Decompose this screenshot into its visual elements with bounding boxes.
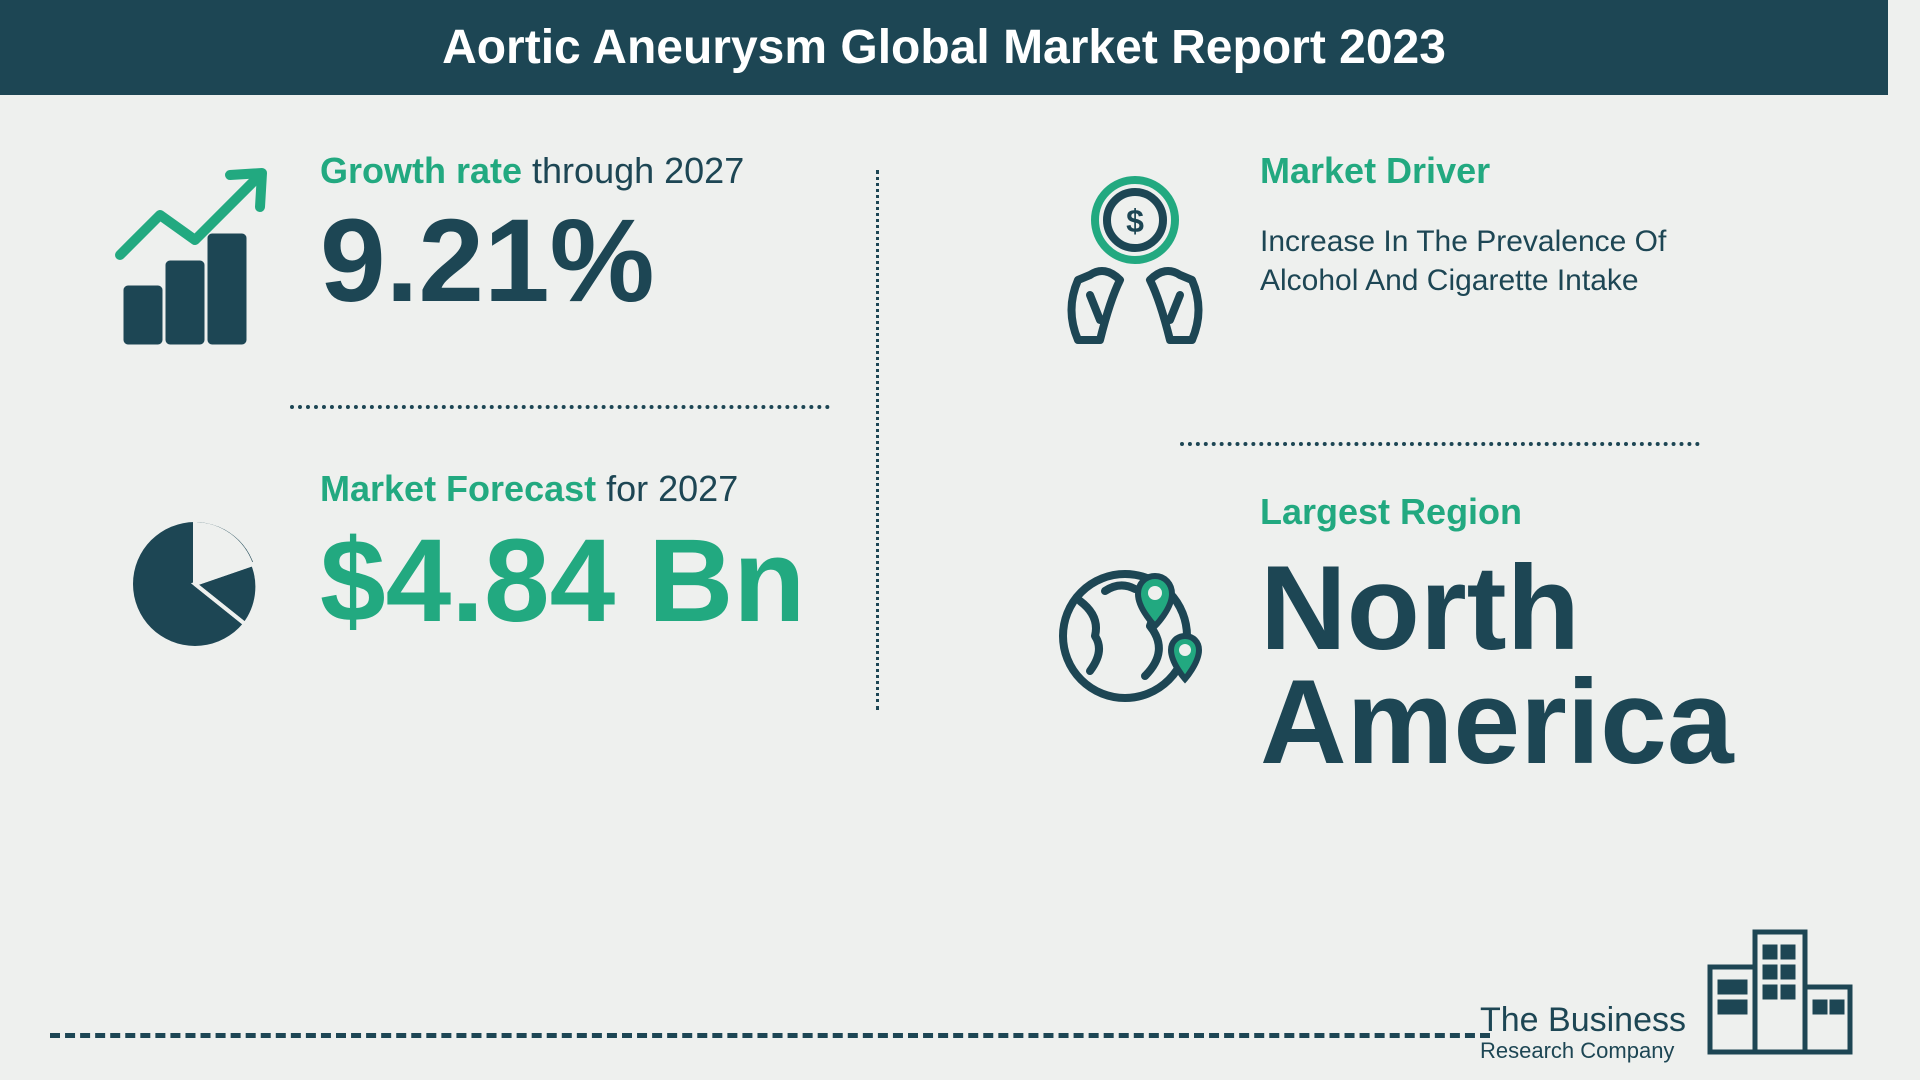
region-section: Largest Region North America bbox=[1050, 491, 1920, 779]
growth-text-block: Growth rate through 2027 9.21% bbox=[320, 150, 960, 320]
forecast-text-block: Market Forecast for 2027 $4.84 Bn bbox=[320, 468, 960, 640]
growth-label-bold: Growth rate bbox=[320, 150, 522, 191]
growth-value: 9.21% bbox=[320, 202, 960, 320]
company-line2: Research Company bbox=[1480, 1039, 1686, 1062]
left-divider bbox=[290, 405, 830, 409]
growth-label-rest: through 2027 bbox=[522, 150, 744, 191]
forecast-label: Market Forecast for 2027 bbox=[320, 468, 960, 510]
header-bar: Aortic Aneurysm Global Market Report 202… bbox=[0, 0, 1888, 95]
vertical-divider bbox=[876, 170, 879, 710]
company-line1: The Business bbox=[1480, 1003, 1686, 1039]
bottom-dashed-line bbox=[50, 1033, 1490, 1038]
region-value: North America bbox=[1260, 551, 1920, 779]
driver-text: Increase In The Prevalence Of Alcohol An… bbox=[1260, 222, 1740, 300]
company-name: The Business Research Company bbox=[1480, 1003, 1686, 1062]
region-label: Largest Region bbox=[1260, 491, 1920, 533]
header-title: Aortic Aneurysm Global Market Report 202… bbox=[442, 20, 1446, 75]
driver-text-block: Market Driver Increase In The Prevalence… bbox=[1260, 150, 1920, 300]
company-logo: The Business Research Company bbox=[1480, 912, 1860, 1062]
forecast-value: $4.84 Bn bbox=[320, 522, 960, 640]
growth-label: Growth rate through 2027 bbox=[320, 150, 960, 192]
svg-text:$: $ bbox=[1126, 203, 1144, 239]
driver-label: Market Driver bbox=[1260, 150, 1920, 192]
left-column: Growth rate through 2027 9.21% bbox=[0, 150, 960, 910]
globe-pins-icon bbox=[1050, 491, 1220, 721]
content-area: Growth rate through 2027 9.21% bbox=[0, 150, 1920, 910]
growth-chart-icon bbox=[110, 150, 280, 350]
right-divider bbox=[1180, 442, 1700, 446]
forecast-label-rest: for 2027 bbox=[596, 468, 738, 509]
driver-section: $ Market Driver Increase In The Prevalen… bbox=[1050, 150, 1920, 360]
forecast-label-bold: Market Forecast bbox=[320, 468, 596, 509]
growth-section: Growth rate through 2027 9.21% bbox=[110, 150, 960, 350]
forecast-section: Market Forecast for 2027 $4.84 Bn bbox=[110, 454, 960, 654]
pie-chart-icon bbox=[110, 454, 280, 654]
right-column: $ Market Driver Increase In The Prevalen… bbox=[960, 150, 1920, 910]
hands-coin-icon: $ bbox=[1050, 150, 1220, 360]
region-text-block: Largest Region North America bbox=[1260, 491, 1920, 779]
company-buildings-icon bbox=[1700, 912, 1860, 1062]
